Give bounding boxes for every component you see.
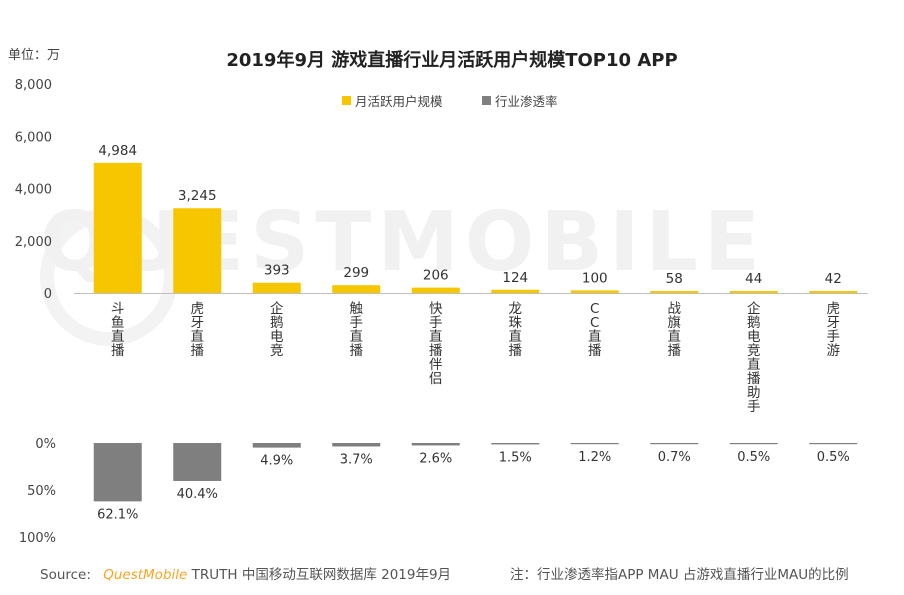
data-label-penetration: 0.5% bbox=[817, 450, 850, 465]
legend-label-penetration: 行业渗透率 bbox=[495, 94, 558, 109]
bar-penetration bbox=[411, 443, 460, 446]
legend-label-mau: 月活跃用户规模 bbox=[355, 94, 443, 109]
data-label-penetration: 0.7% bbox=[658, 450, 691, 465]
bar-mau bbox=[809, 291, 858, 293]
bar-mau bbox=[332, 285, 381, 293]
y-tick-label-top: 2,000 bbox=[15, 235, 52, 250]
data-label-mau: 58 bbox=[666, 271, 683, 287]
y-tick-label-top: 4,000 bbox=[15, 183, 52, 198]
data-label-penetration: 0.5% bbox=[737, 450, 770, 465]
category-label: 企鹅电竞直播助手 bbox=[747, 300, 761, 415]
category-label: 龙珠直播 bbox=[509, 301, 523, 359]
bar-penetration bbox=[570, 443, 619, 445]
bar-penetration bbox=[173, 443, 222, 481]
data-label-penetration: 3.7% bbox=[340, 452, 373, 467]
data-label-mau: 3,245 bbox=[178, 188, 217, 204]
bar-penetration bbox=[93, 443, 142, 502]
source-brand: QuestMobile bbox=[103, 567, 188, 583]
legend-mau: 月活跃用户规模 bbox=[342, 91, 443, 110]
category-label: 虎牙手游 bbox=[827, 301, 841, 359]
unit-label: 单位：万 bbox=[8, 48, 61, 63]
bar-penetration bbox=[650, 443, 699, 445]
category-label: 企鹅电竞 bbox=[270, 300, 284, 359]
legend-swatch-mau bbox=[342, 96, 351, 105]
data-label-mau: 44 bbox=[745, 271, 762, 287]
data-label-mau: 299 bbox=[343, 265, 369, 281]
bar-mau bbox=[411, 287, 460, 293]
data-label-mau: 393 bbox=[264, 263, 290, 279]
y-tick-label-bottom: 100% bbox=[19, 531, 56, 546]
category-label: C C 直播 bbox=[588, 301, 602, 359]
category-label: 虎牙直播 bbox=[191, 301, 205, 359]
bar-penetration bbox=[729, 443, 778, 445]
data-label-mau: 206 bbox=[423, 268, 449, 284]
y-tick-label-bottom: 0% bbox=[35, 437, 56, 452]
bar-mau bbox=[570, 290, 619, 293]
legend-penetration: 行业渗透率 bbox=[482, 91, 558, 110]
y-tick-label-top: 6,000 bbox=[15, 130, 52, 145]
y-tick-label-bottom: 50% bbox=[27, 484, 56, 499]
data-label-penetration: 62.1% bbox=[97, 507, 138, 522]
chart-title: 2019年9月 游戏直播行业月活跃用户规模TOP10 APP bbox=[226, 50, 678, 71]
bar-mau bbox=[173, 208, 222, 293]
data-label-mau: 4,984 bbox=[98, 143, 137, 159]
data-label-mau: 124 bbox=[502, 270, 528, 286]
data-label-penetration: 2.6% bbox=[419, 451, 452, 466]
bar-penetration bbox=[491, 443, 540, 445]
bar-mau bbox=[252, 282, 301, 293]
bar-penetration bbox=[809, 443, 858, 445]
footnote: 注：行业渗透率指APP MAU 占游戏直播行业MAU的比例 bbox=[510, 567, 849, 583]
data-label-mau: 100 bbox=[582, 270, 608, 286]
source-line: Source: QuestMobile TRUTH 中国移动互联网数据库 201… bbox=[40, 563, 451, 583]
category-label: 斗鱼直播 bbox=[111, 301, 125, 359]
y-tick-label-top: 8,000 bbox=[15, 78, 52, 93]
data-label-mau: 42 bbox=[825, 271, 842, 287]
legend-swatch-penetration bbox=[482, 96, 491, 105]
data-label-penetration: 1.5% bbox=[499, 450, 532, 465]
watermark: QUESTMOBILE bbox=[40, 195, 766, 290]
data-label-penetration: 1.2% bbox=[578, 450, 611, 465]
category-label: 快手直播伴侣 bbox=[429, 301, 443, 387]
bar-mau bbox=[650, 291, 699, 293]
category-label: 触手直播 bbox=[350, 301, 364, 359]
bar-penetration bbox=[252, 443, 301, 448]
bar-mau bbox=[729, 291, 778, 293]
bar-penetration bbox=[332, 443, 381, 447]
y-tick-label-top: 0 bbox=[44, 287, 52, 302]
category-label: 战旗直播 bbox=[668, 301, 682, 359]
bar-mau bbox=[491, 289, 540, 293]
data-label-penetration: 40.4% bbox=[177, 487, 218, 502]
source-prefix: Source: bbox=[40, 567, 91, 583]
source-rest: TRUTH 中国移动互联网数据库 2019年9月 bbox=[191, 567, 452, 583]
data-label-penetration: 4.9% bbox=[260, 454, 293, 469]
bar-mau bbox=[93, 162, 142, 293]
